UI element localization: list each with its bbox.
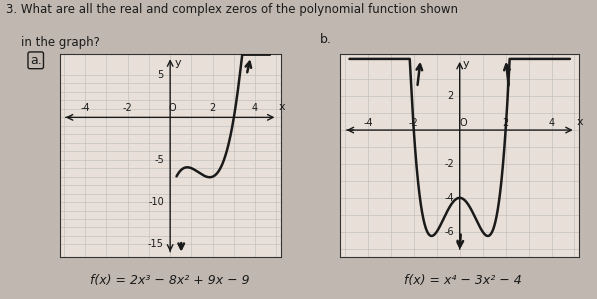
Text: y: y bbox=[174, 58, 181, 68]
Text: 2: 2 bbox=[210, 103, 216, 113]
Text: b.: b. bbox=[319, 33, 331, 46]
Text: f(x) = 2x³ − 8x² + 9x − 9: f(x) = 2x³ − 8x² + 9x − 9 bbox=[90, 274, 250, 287]
Text: -4: -4 bbox=[444, 193, 454, 203]
Text: -15: -15 bbox=[148, 239, 164, 249]
Text: 2: 2 bbox=[503, 118, 509, 128]
Text: 4: 4 bbox=[549, 118, 555, 128]
Text: 5: 5 bbox=[158, 70, 164, 80]
Text: -4: -4 bbox=[363, 118, 373, 128]
Text: -2: -2 bbox=[123, 103, 133, 113]
Text: -6: -6 bbox=[444, 227, 454, 237]
Text: -5: -5 bbox=[154, 155, 164, 165]
Text: O: O bbox=[168, 103, 176, 113]
Text: x: x bbox=[278, 102, 285, 112]
Text: in the graph?: in the graph? bbox=[6, 36, 100, 49]
Text: -4: -4 bbox=[81, 103, 90, 113]
Text: x: x bbox=[577, 117, 583, 127]
Text: -2: -2 bbox=[409, 118, 418, 128]
Text: f(x) = x⁴ − 3x² − 4: f(x) = x⁴ − 3x² − 4 bbox=[404, 274, 522, 287]
Text: -10: -10 bbox=[148, 197, 164, 207]
Text: O: O bbox=[459, 118, 467, 128]
Text: 4: 4 bbox=[252, 103, 258, 113]
Text: 3. What are all the real and complex zeros of the polynomial function shown: 3. What are all the real and complex zer… bbox=[6, 3, 458, 16]
Text: a.: a. bbox=[30, 54, 42, 67]
Text: y: y bbox=[463, 59, 470, 69]
Text: -2: -2 bbox=[444, 159, 454, 169]
Text: 2: 2 bbox=[448, 91, 454, 101]
